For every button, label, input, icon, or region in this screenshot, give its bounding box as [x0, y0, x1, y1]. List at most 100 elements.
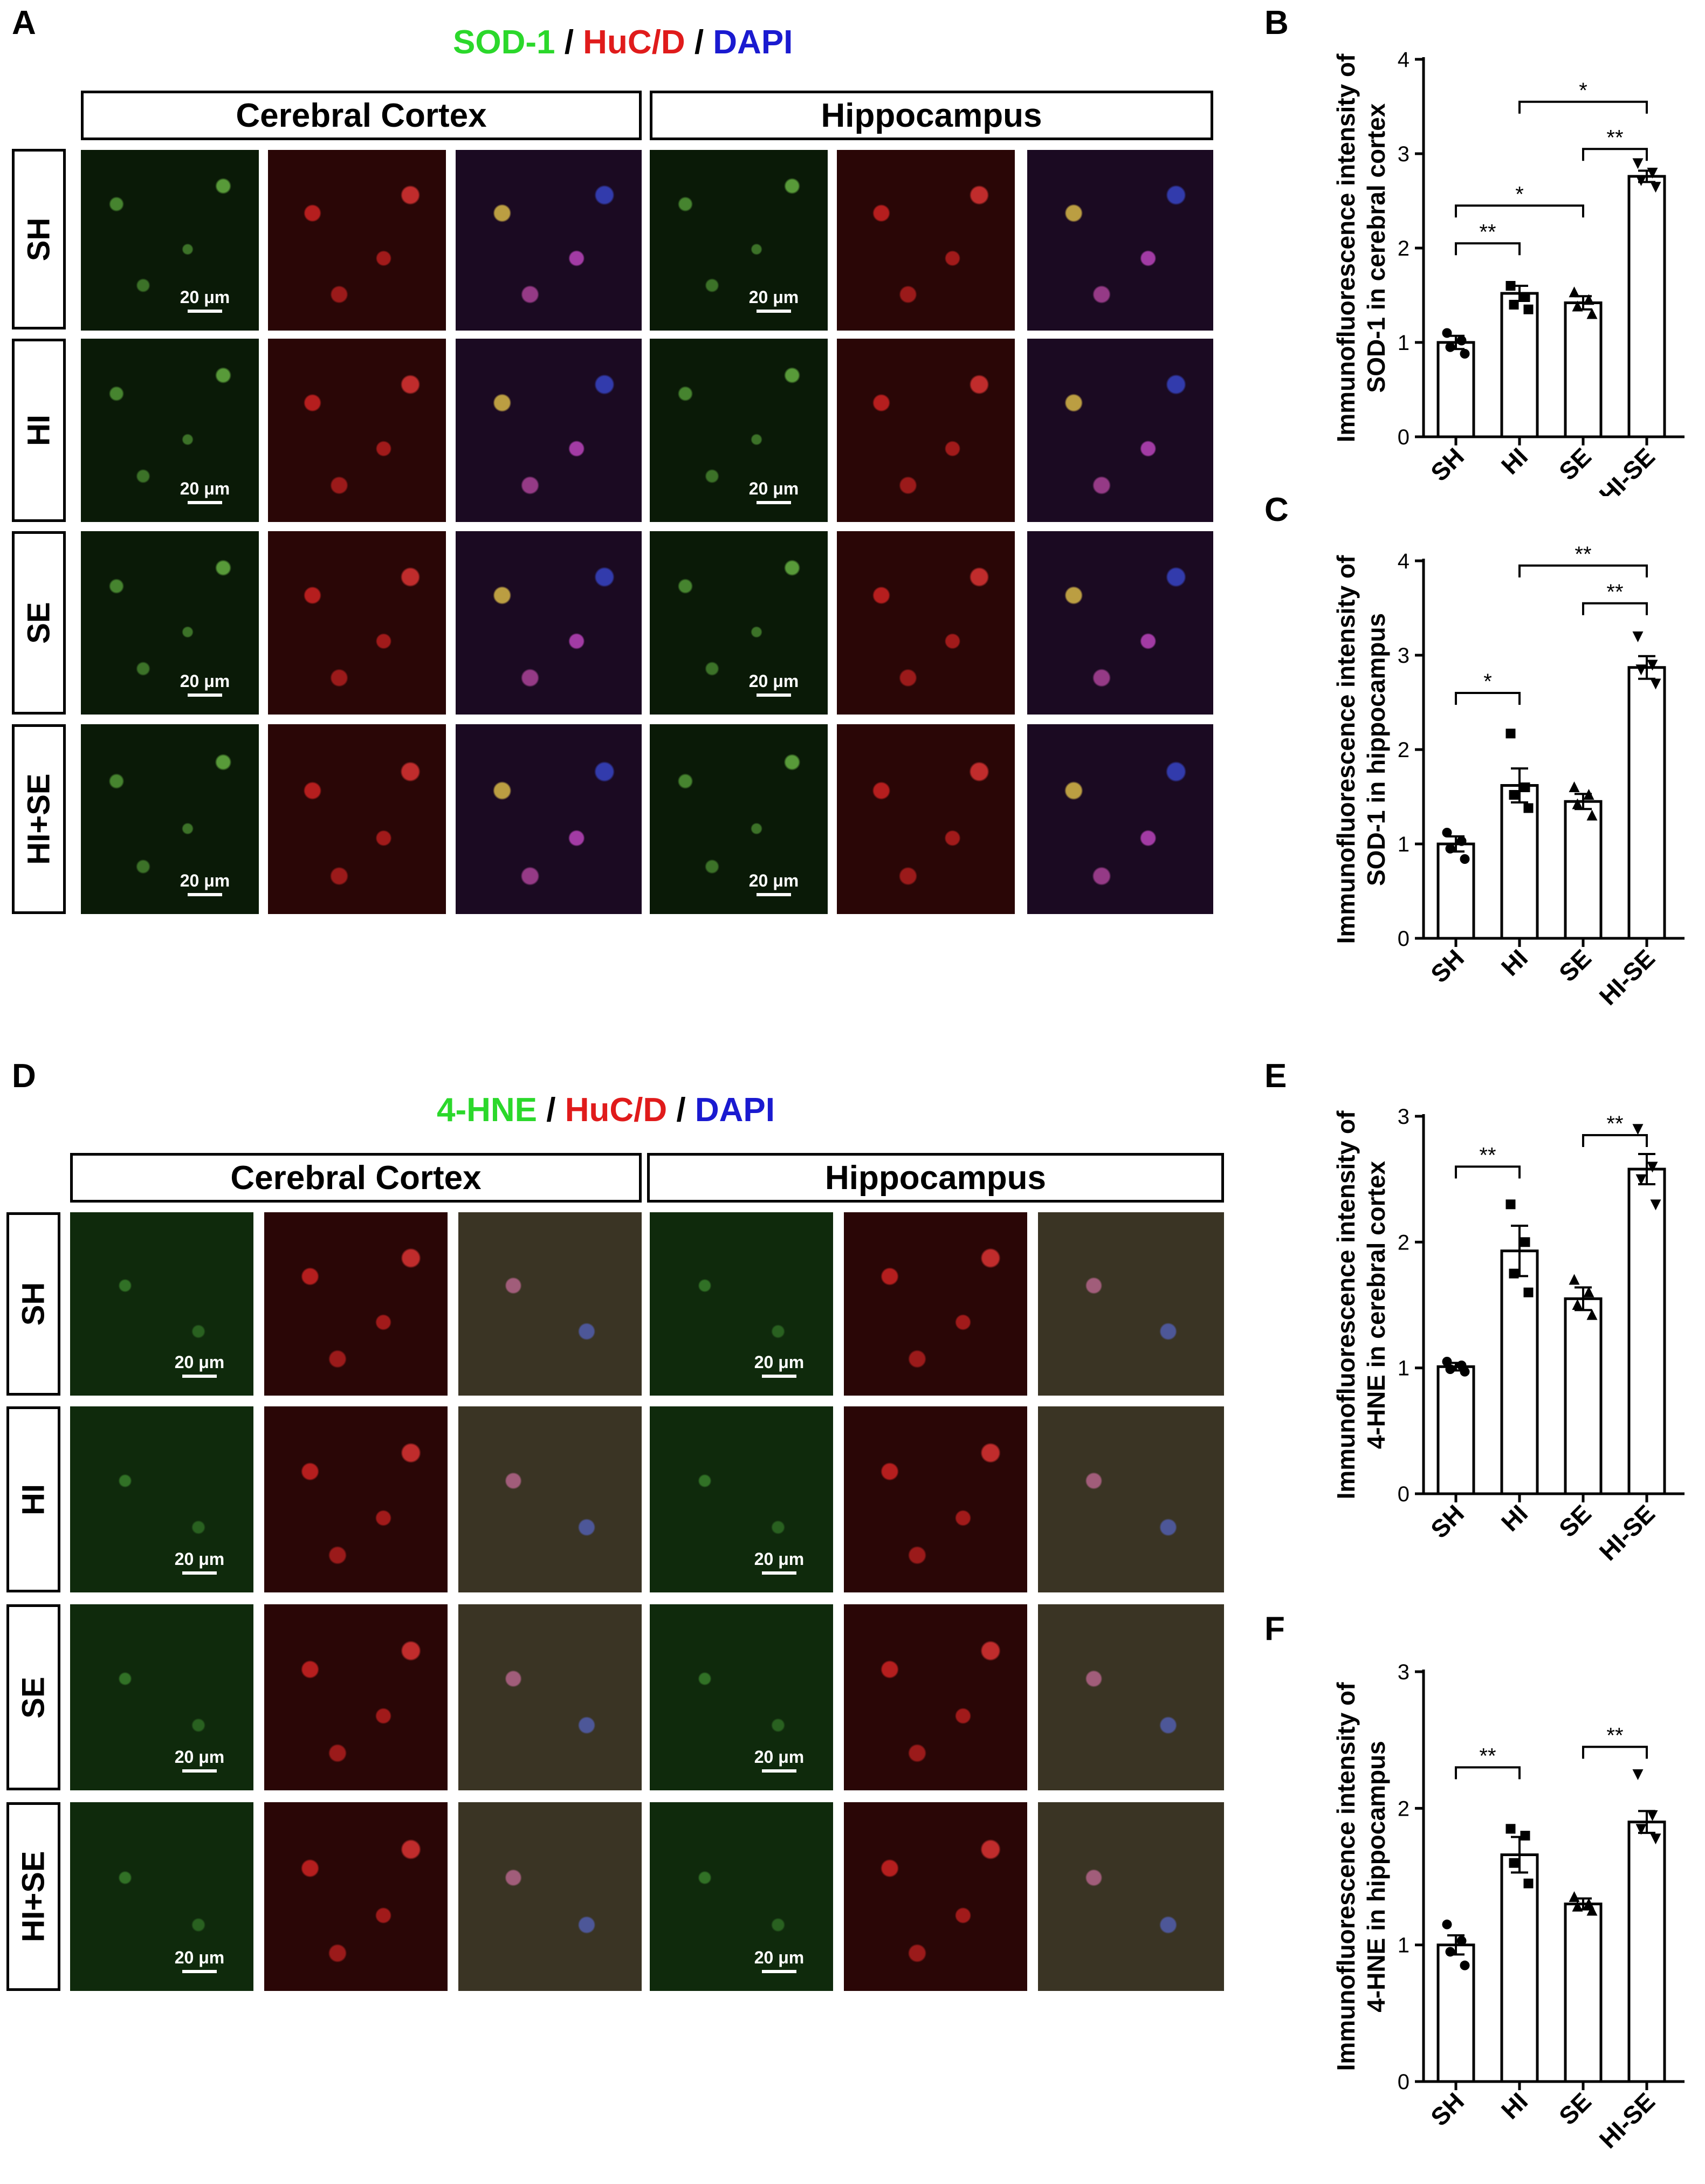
- data-point: [1572, 798, 1583, 809]
- data-point: [1635, 175, 1647, 186]
- data-point: [1445, 342, 1455, 352]
- scale-bar: 20 μm: [741, 287, 806, 313]
- y-tick-label: 2: [1398, 738, 1410, 762]
- y-axis-label: Immunofluorescence intensity ofSOD-1 in …: [1332, 53, 1390, 442]
- data-point: [1635, 1174, 1647, 1185]
- stain-hucd: HuC/D: [565, 1091, 668, 1129]
- row-label-sh-bottom: SH: [6, 1212, 60, 1396]
- stain-sep: /: [667, 1091, 695, 1129]
- micrograph-bottom-se-cortex-hucd: [264, 1604, 448, 1790]
- stain-sod1: SOD-1: [453, 24, 555, 61]
- micrograph-top-sh-cortex-hucd: [268, 150, 446, 331]
- significance-label: **: [1479, 1744, 1496, 1768]
- data-point: [1520, 1831, 1530, 1840]
- y-axis-label-line: Immunofluorescence intensity of: [1332, 1110, 1360, 1499]
- data-point: [1569, 1274, 1580, 1285]
- scale-bar: 20 μm: [167, 1352, 232, 1378]
- micrograph-bottom-se-cortex-4hne: [70, 1604, 253, 1790]
- data-point: [1583, 1286, 1594, 1297]
- scale-label: 20 μm: [748, 871, 799, 890]
- data-point: [1650, 678, 1661, 690]
- data-point: [1509, 1858, 1519, 1868]
- scale-label: 20 μm: [180, 287, 230, 307]
- x-tick-label: HI: [1496, 1499, 1533, 1536]
- scale-bar: 20 μm: [173, 479, 237, 504]
- scale-bar: 20 μm: [741, 871, 806, 896]
- scale-label: 20 μm: [180, 871, 230, 890]
- data-point: [1632, 1124, 1644, 1135]
- row-label-hise-top: HI+SE: [12, 724, 66, 914]
- y-axis-label: Immunofluorescence intensity of4-HNE in …: [1332, 1110, 1390, 1499]
- y-tick-label: 0: [1398, 2070, 1410, 2094]
- scale-label: 20 μm: [748, 287, 799, 307]
- micrograph-bottom-sh-hippo-merge: [1038, 1212, 1224, 1396]
- micrograph-top-se-hippo-merge: [1027, 531, 1213, 715]
- data-point: [1632, 631, 1644, 642]
- bar-hi: [1500, 1249, 1539, 1495]
- data-point: [1442, 828, 1452, 837]
- scale-label: 20 μm: [174, 1549, 225, 1569]
- significance-label: **: [1606, 126, 1623, 149]
- chart-sod1-hippocampus: Immunofluorescence intensity ofSOD-1 in …: [1332, 542, 1685, 1011]
- data-point: [1460, 854, 1470, 864]
- micrograph-bottom-hi-cortex-4hne: [70, 1406, 253, 1592]
- data-point: [1460, 1960, 1470, 1970]
- bar-hi-se: [1627, 1167, 1666, 1495]
- micrograph-bottom-hise-cortex-hucd: [264, 1802, 448, 1991]
- micrograph-bottom-sh-cortex-merge: [458, 1212, 642, 1396]
- data-point: [1520, 782, 1530, 792]
- x-tick-label: SE: [1553, 442, 1597, 485]
- data-point: [1569, 286, 1580, 298]
- y-axis-label-line: Immunofluorescence intensity of: [1332, 555, 1360, 944]
- data-point: [1632, 158, 1644, 169]
- x-tick-label: HI: [1496, 944, 1533, 981]
- micrograph-bottom-se-hippo-merge: [1038, 1604, 1224, 1790]
- x-tick-label: SH: [1425, 944, 1469, 988]
- micrograph-top-hise-cortex-sod1: [81, 724, 259, 914]
- micrograph-top-hi-cortex-sod1: [81, 339, 259, 522]
- data-point: [1505, 729, 1516, 739]
- y-tick-label: 2: [1398, 1797, 1410, 1821]
- scale-bar: 20 μm: [747, 1948, 812, 1973]
- y-tick-label: 2: [1398, 237, 1410, 260]
- data-point: [1505, 281, 1516, 291]
- significance-label: **: [1479, 220, 1496, 244]
- row-label-se-top: SE: [12, 531, 66, 715]
- x-tick-label: SH: [1425, 1499, 1469, 1543]
- y-axis-label-line: SOD-1 in cerebral cortex: [1362, 103, 1390, 393]
- x-tick-label: HI: [1496, 442, 1533, 479]
- panel-letter-f: F: [1264, 1610, 1285, 1647]
- chart-4hne-cortex: Immunofluorescence intensity of4-HNE in …: [1332, 1105, 1685, 1566]
- data-point: [1572, 1900, 1583, 1912]
- data-point: [1583, 294, 1594, 305]
- bar-se: [1564, 301, 1603, 438]
- y-tick-label: 2: [1398, 1231, 1410, 1254]
- bar-hi-se: [1627, 175, 1666, 438]
- scale-bar: 20 μm: [747, 1747, 812, 1773]
- significance-label: **: [1606, 1112, 1623, 1136]
- scale-bar: 20 μm: [167, 1549, 232, 1575]
- data-point: [1509, 1268, 1519, 1279]
- y-tick-label: 1: [1398, 331, 1410, 355]
- data-point: [1509, 300, 1519, 310]
- data-point: [1647, 1162, 1658, 1173]
- data-point: [1647, 1810, 1658, 1821]
- micrograph-top-hi-cortex-merge: [456, 339, 642, 522]
- y-tick-label: 3: [1398, 142, 1410, 166]
- micrograph-bottom-se-cortex-merge: [458, 1604, 642, 1790]
- bar-se: [1564, 1297, 1603, 1495]
- y-axis-label-line: Immunofluorescence intensity of: [1332, 53, 1360, 442]
- data-point: [1635, 1824, 1647, 1835]
- micrograph-top-hise-hippo-hucd: [837, 724, 1015, 914]
- y-tick-label: 3: [1398, 1660, 1410, 1684]
- data-point: [1647, 168, 1658, 178]
- micrograph-bottom-hi-cortex-merge: [458, 1406, 642, 1592]
- data-point: [1456, 1936, 1467, 1946]
- y-tick-label: 0: [1398, 425, 1410, 449]
- x-tick-label: HI-SE: [1594, 2087, 1661, 2154]
- panel-letter-d: D: [12, 1057, 36, 1095]
- data-point: [1635, 664, 1647, 676]
- row-label-sh-top: SH: [12, 149, 66, 329]
- bar-hi: [1500, 292, 1539, 438]
- stain-hucd: HuC/D: [583, 24, 685, 61]
